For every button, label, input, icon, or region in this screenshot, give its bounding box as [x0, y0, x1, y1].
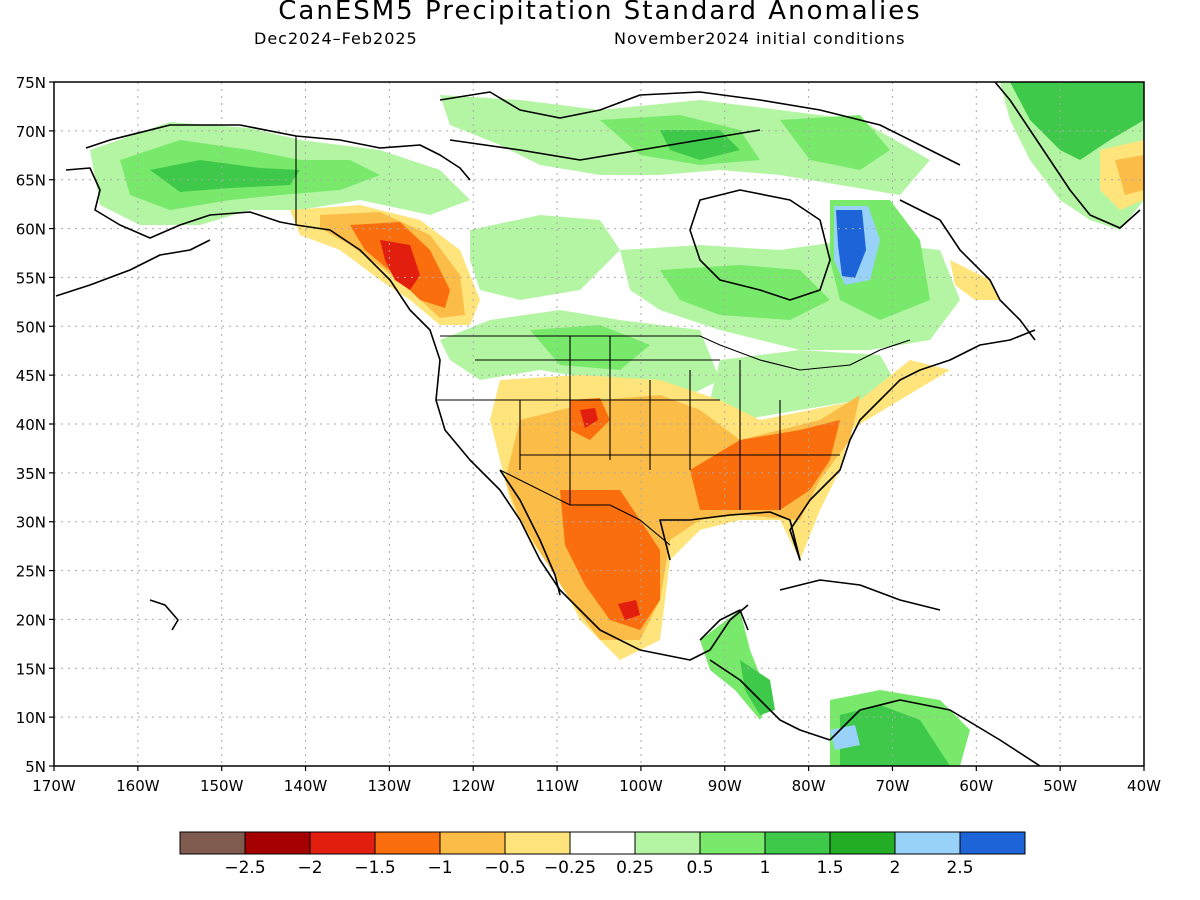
legend-swatch — [504, 831, 571, 855]
lon-label: 170W — [32, 777, 76, 795]
legend-swatch — [179, 831, 246, 855]
lat-label: 40N — [16, 416, 46, 434]
legend-swatch — [244, 831, 311, 855]
lat-label: 15N — [16, 660, 46, 678]
legend-swatch — [829, 831, 896, 855]
legend-label: 2.5 — [946, 858, 973, 878]
lat-label: 30N — [16, 514, 46, 532]
legend-swatch — [569, 831, 636, 855]
coastlines — [55, 82, 1141, 766]
legend-swatch — [894, 831, 961, 855]
anomaly-shading — [90, 82, 1144, 766]
latitude-labels: 75N 70N 65N 60N 55N 50N 45N 40N 35N 30N 25N 20N 15N 1… — [16, 74, 54, 776]
lat-label: 20N — [16, 611, 46, 629]
legend-label: −1 — [427, 858, 452, 878]
lat-label: 25N — [16, 563, 46, 581]
legend-label: −2 — [297, 858, 322, 878]
legend-swatch — [634, 831, 701, 855]
legend-label: 1.5 — [816, 858, 843, 878]
legend-swatch — [764, 831, 831, 855]
longitude-labels: 170W 160W 150W 140W 130W 120W 110W 100W 90W 80W 70… — [32, 766, 1161, 795]
lon-label: 90W — [708, 777, 742, 795]
initial-conditions: November2024 initial conditions — [614, 29, 906, 48]
lon-label: 130W — [368, 777, 412, 795]
legend-swatch — [959, 831, 1026, 855]
map-title: CanESM5 Precipitation Standard Anomalies — [278, 0, 922, 26]
lat-label: 45N — [16, 367, 46, 385]
lon-label: 70W — [876, 777, 910, 795]
lon-label: 120W — [451, 777, 495, 795]
legend-label: 0.25 — [616, 858, 654, 878]
lat-label: 70N — [16, 123, 46, 141]
color-legend: −2.5 −2 −1.5 −1 −0.5 −0.25 0.25 0.5 1 1.5 2 2.5 — [179, 831, 1026, 878]
lat-label: 50N — [16, 318, 46, 336]
lat-label: 10N — [16, 709, 46, 727]
lon-label: 110W — [535, 777, 579, 795]
lon-label: 140W — [284, 777, 328, 795]
lon-label: 160W — [116, 777, 160, 795]
lon-label: 40W — [1127, 777, 1161, 795]
legend-label: −0.5 — [484, 858, 525, 878]
legend-label: −0.25 — [544, 858, 596, 878]
legend-swatch — [309, 831, 376, 855]
lat-label: 75N — [16, 74, 46, 92]
legend-label: 2 — [890, 858, 901, 878]
graticule — [54, 82, 1144, 766]
lon-label: 50W — [1043, 777, 1077, 795]
legend-swatch — [374, 831, 441, 855]
lon-label: 80W — [792, 777, 826, 795]
lat-label: 65N — [16, 172, 46, 190]
lon-label: 150W — [200, 777, 244, 795]
lat-label: 5N — [25, 758, 46, 776]
lat-label: 55N — [16, 269, 46, 287]
legend-swatch — [439, 831, 506, 855]
legend-label: 0.5 — [686, 858, 713, 878]
lat-label: 60N — [16, 221, 46, 239]
lon-label: 100W — [619, 777, 663, 795]
legend-label: 1 — [760, 858, 771, 878]
lat-label: 35N — [16, 465, 46, 483]
legend-label: −1.5 — [354, 858, 395, 878]
legend-label: −2.5 — [224, 858, 265, 878]
political-borders — [295, 136, 911, 546]
lon-label: 60W — [959, 777, 993, 795]
legend-swatch — [699, 831, 766, 855]
forecast-period: Dec2024–Feb2025 — [254, 29, 418, 48]
